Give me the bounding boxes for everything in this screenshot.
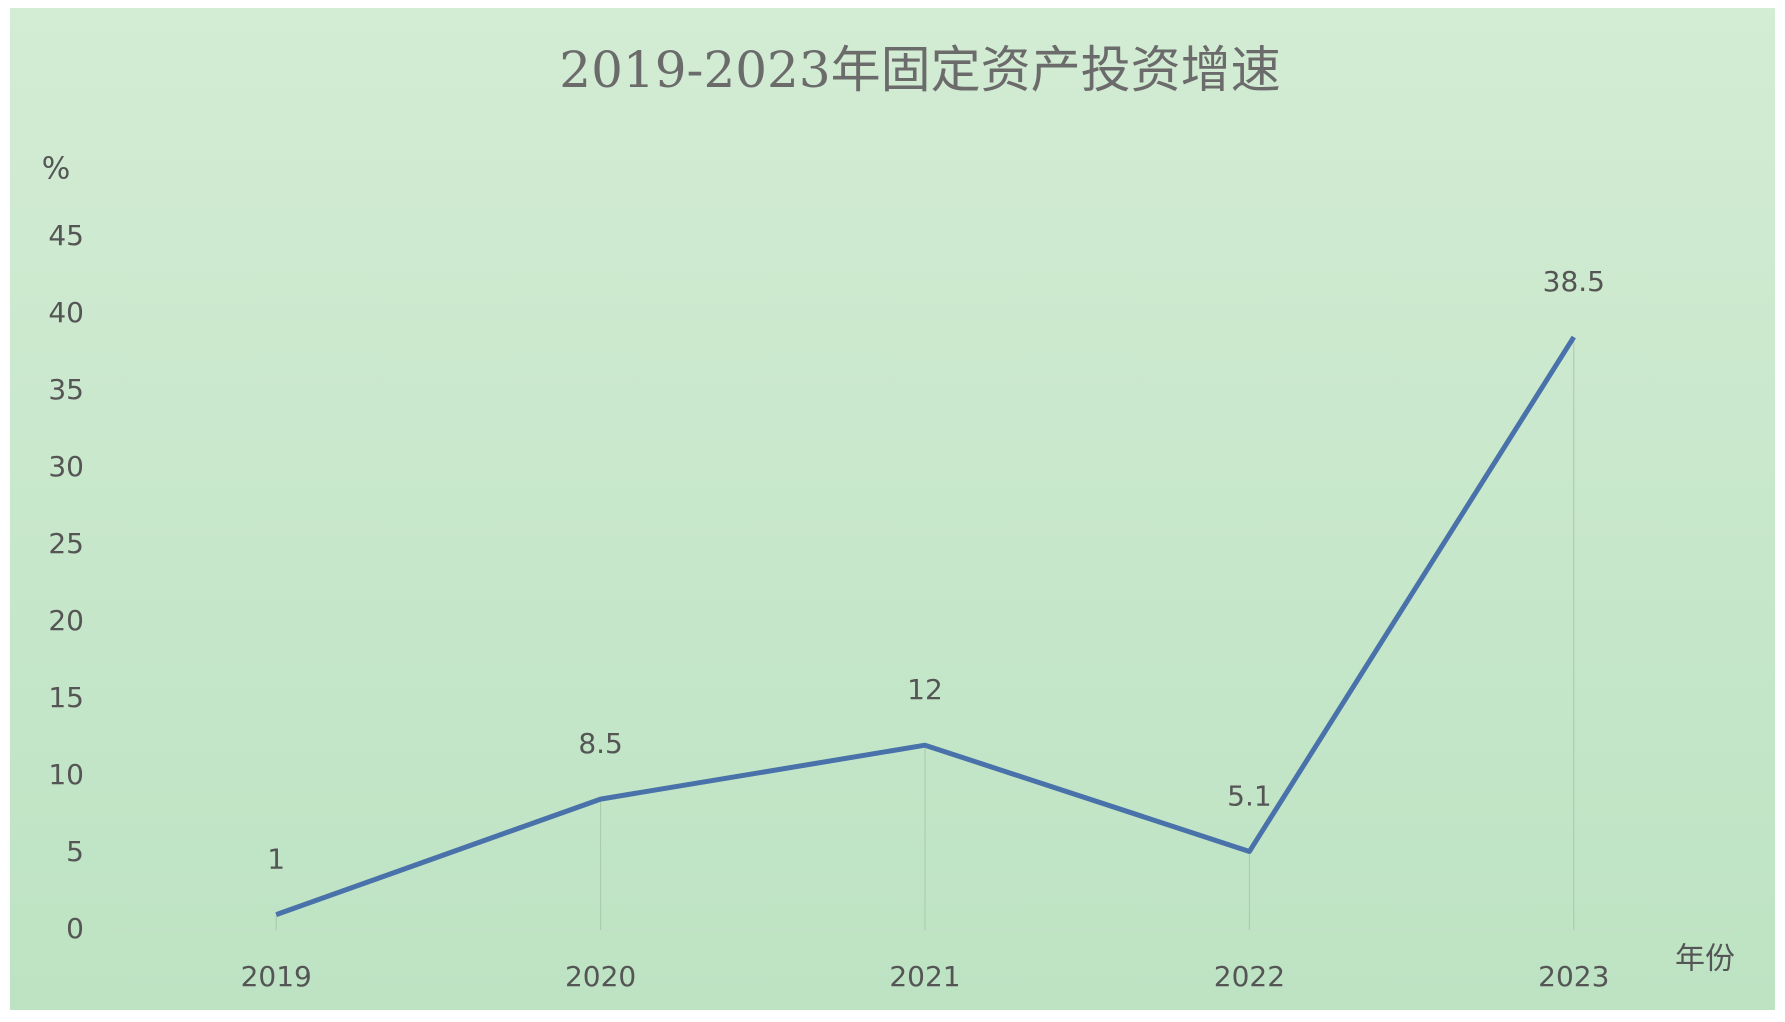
data-label: 1 <box>267 843 285 876</box>
y-tick-label: 45 <box>48 219 84 252</box>
chart-title: 2019-2023年固定资产投资增速 <box>559 41 1280 99</box>
y-tick-label: 30 <box>48 450 84 483</box>
y-axis-label: % <box>42 152 71 187</box>
x-tick-label: 2023 <box>1538 960 1609 993</box>
y-tick-label: 40 <box>48 296 84 329</box>
data-label: 8.5 <box>578 727 623 760</box>
y-tick-label: 5 <box>66 835 84 868</box>
data-label: 5.1 <box>1227 779 1272 812</box>
y-tick-label: 0 <box>66 912 84 945</box>
x-tick-label: 2019 <box>241 960 312 993</box>
x-tick-label: 2022 <box>1214 960 1285 993</box>
y-tick-label: 25 <box>48 527 84 560</box>
data-line <box>275 335 1576 917</box>
x-axis-label: 年份 <box>1675 942 1735 977</box>
y-tick-label: 15 <box>48 681 84 714</box>
data-label: 38.5 <box>1543 265 1605 298</box>
y-tick-label: 10 <box>48 758 84 791</box>
data-label: 12 <box>907 673 943 706</box>
x-tick-label: 2020 <box>565 960 636 993</box>
y-tick-label: 20 <box>48 604 84 637</box>
y-tick-label: 35 <box>48 373 84 406</box>
chart-background <box>10 8 1775 1010</box>
x-tick-label: 2021 <box>889 960 960 993</box>
